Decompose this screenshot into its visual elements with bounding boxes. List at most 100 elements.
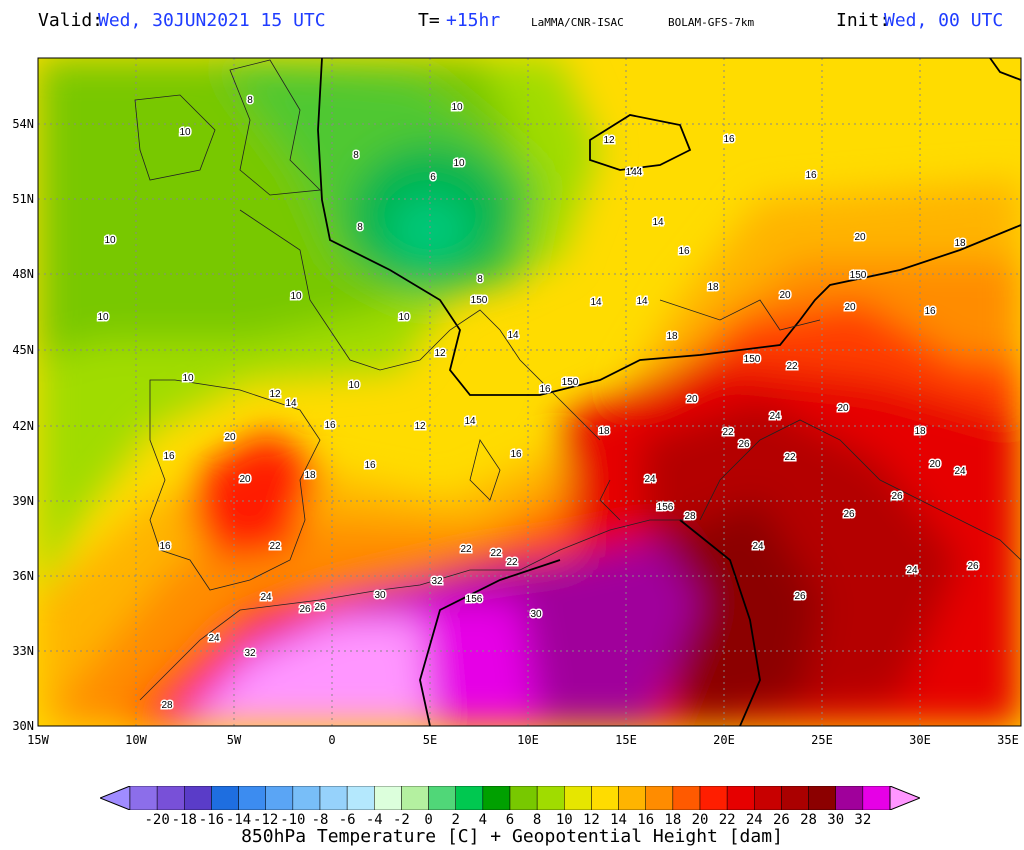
colorbar: [100, 786, 920, 810]
colorbar-swatch: [238, 786, 266, 810]
map-value-label: 16: [510, 449, 522, 460]
map-value-label: 156: [657, 502, 674, 513]
map-value-label: 22: [786, 361, 798, 372]
colorbar-tick-label: -18: [171, 812, 197, 828]
map-value-label: 16: [539, 384, 551, 395]
map-value-label: 22: [506, 557, 518, 568]
map-value-label: 26: [967, 561, 979, 572]
lat-label: 30N: [12, 719, 34, 733]
lon-label: 10E: [517, 733, 539, 747]
map-value-label: 10: [179, 127, 191, 138]
lat-label: 48N: [12, 267, 34, 281]
map-value-label: 12: [269, 389, 281, 400]
map-value-label: 22: [784, 452, 796, 463]
lon-label: 15W: [27, 733, 49, 747]
colorbar-swatch: [509, 786, 538, 810]
map-value-label: 24: [906, 565, 918, 576]
geopotential-contours: [317, 58, 1021, 726]
map-value-label: 30: [530, 609, 542, 620]
lat-label: 51N: [12, 192, 34, 206]
map-value-label: 150: [850, 270, 867, 281]
colorbar-swatch: [862, 786, 891, 810]
colorbar-swatch: [564, 786, 592, 810]
map-value-label: 150: [471, 295, 488, 306]
colorbar-swatch: [781, 786, 809, 810]
map-value-label: 6: [430, 172, 436, 183]
map-value-label: 18: [707, 282, 719, 293]
map-value-label: 20: [239, 474, 251, 485]
map-value-label: 10: [97, 312, 109, 323]
map-value-label: 10: [398, 312, 410, 323]
map-value-label: 18: [954, 238, 966, 249]
valid-label: Valid:: [38, 10, 104, 31]
colorbar-caption: 850hPa Temperature [C] + Geopotential He…: [241, 826, 783, 847]
map-value-label: 22: [269, 541, 281, 552]
lon-label: 20E: [713, 733, 735, 747]
map-value-label: 18: [598, 426, 610, 437]
colorbar-tick-label: 30: [827, 812, 845, 828]
map-value-label: 156: [466, 594, 483, 605]
colorbar-tick-label: -16: [198, 812, 225, 828]
map-value-label: 10: [453, 158, 465, 169]
map-value-label: 28: [161, 700, 173, 711]
map-value-label: 22: [490, 548, 502, 559]
map-value-label: 24: [644, 474, 656, 485]
lon-label: 15E: [615, 733, 637, 747]
map-value-label: 20: [929, 459, 941, 470]
map-value-label: 26: [891, 491, 903, 502]
colorbar-tick-label: -20: [144, 812, 170, 828]
colorbar-tick-label: 4: [478, 812, 488, 828]
map-value-label: 10: [182, 373, 194, 384]
map-value-label: 20: [837, 403, 849, 414]
map-value-label: 20: [854, 232, 866, 243]
map-value-label: 10: [290, 291, 302, 302]
map-value-label: 16: [805, 170, 817, 181]
colorbar-tick-label: -4: [365, 812, 383, 828]
lon-label: 5W: [226, 733, 242, 747]
colorbar-swatch: [374, 786, 402, 810]
map-value-label: 150: [562, 377, 579, 388]
colorbar-tick-label: 16: [637, 812, 655, 828]
lat-label: 36N: [12, 569, 34, 583]
colorbar-swatch: [184, 786, 212, 810]
map-value-label: 26: [738, 439, 750, 450]
colorbar-tick-label: 10: [555, 812, 573, 828]
lon-label: 30E: [909, 733, 931, 747]
colorbar-swatch: [265, 786, 294, 810]
map-value-label: 24: [208, 633, 220, 644]
colorbar-tick-label: 0: [424, 812, 433, 828]
lat-label: 54N: [12, 117, 34, 131]
colorbar-tick-label: -14: [225, 812, 252, 828]
colorbar-swatch: [536, 786, 565, 810]
map-value-label: 14: [285, 398, 297, 409]
map-value-label: 12: [414, 421, 426, 432]
map-value-label: 20: [779, 290, 791, 301]
map-value-label: 18: [914, 426, 926, 437]
map-value-label: 14: [590, 297, 602, 308]
colorbar-tick-label: 18: [664, 812, 682, 828]
map-value-label: 16: [364, 460, 376, 471]
lon-label: 35E: [997, 733, 1019, 747]
map-value-label: 20: [686, 394, 698, 405]
map-value-label: 12: [434, 348, 446, 359]
colorbar-swatch: [211, 786, 239, 810]
map-value-label: 8: [247, 95, 253, 106]
colorbar-tick-label: -6: [338, 812, 356, 828]
map-value-label: 22: [722, 427, 734, 438]
map-value-label: 20: [224, 432, 236, 443]
init-datetime: Wed, 00 UTC: [884, 10, 1004, 31]
map-value-label: 32: [431, 576, 443, 587]
map-value-label: 12: [603, 135, 615, 146]
colorbar-tick-label: -8: [311, 812, 329, 828]
map-value-label: 26: [843, 509, 855, 520]
model-label: BOLAM-GFS-7km: [668, 16, 755, 29]
map-value-label: 8: [353, 150, 359, 161]
map-value-label: 20: [844, 302, 856, 313]
lon-label: 25E: [811, 733, 833, 747]
colorbar-tick-label: 24: [745, 812, 763, 828]
colorbar-swatch: [129, 786, 158, 810]
colorbar-tick-label: 6: [505, 812, 515, 828]
map-value-label: 22: [460, 544, 472, 555]
lat-label: 39N: [12, 494, 34, 508]
colorbar-swatch: [591, 786, 619, 810]
